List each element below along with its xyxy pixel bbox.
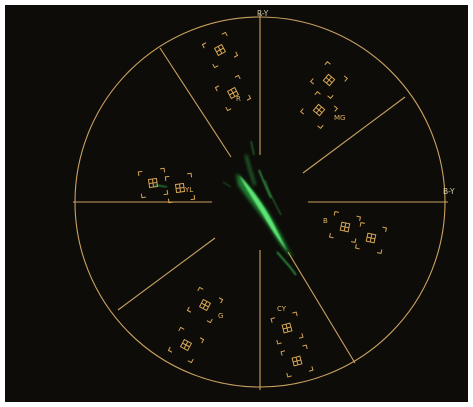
spoke-upper-left — [159, 47, 232, 158]
target-magenta-100 — [299, 90, 339, 130]
target-cyan-75 — [270, 311, 304, 345]
target-yellow-75 — [137, 167, 169, 199]
target-red-75 — [201, 31, 239, 69]
color-targets: R MG B CY G YL — [137, 31, 388, 378]
r-y-axis-label: R-Y — [257, 9, 269, 18]
target-blue-75 — [328, 210, 362, 244]
target-yellow-label: YL — [184, 186, 193, 194]
spoke-upper-right — [302, 96, 406, 174]
target-green-100 — [167, 326, 205, 364]
target-magenta-label: MG — [334, 114, 345, 122]
target-blue-100 — [354, 221, 388, 255]
spoke-lower-right — [287, 251, 356, 364]
target-magenta-75 — [309, 60, 349, 100]
b-y-axis-label: B-Y — [443, 187, 455, 196]
target-red-label: R — [236, 95, 241, 103]
target-green-label: G — [218, 312, 223, 320]
target-yellow-100 — [164, 172, 196, 204]
target-blue-label: B — [323, 217, 328, 225]
target-red-100 — [214, 74, 252, 112]
target-cyan-label: CY — [277, 305, 287, 313]
target-cyan-100 — [280, 344, 314, 378]
spoke-lower-left — [117, 237, 216, 311]
target-green-75 — [186, 286, 224, 324]
vectorscope-graticule: R-Y B-Y R MG B CY G YL — [73, 9, 455, 390]
chroma-trace — [154, 140, 297, 276]
vectorscope-display: R-Y B-Y R MG B CY G YL — [5, 5, 468, 402]
